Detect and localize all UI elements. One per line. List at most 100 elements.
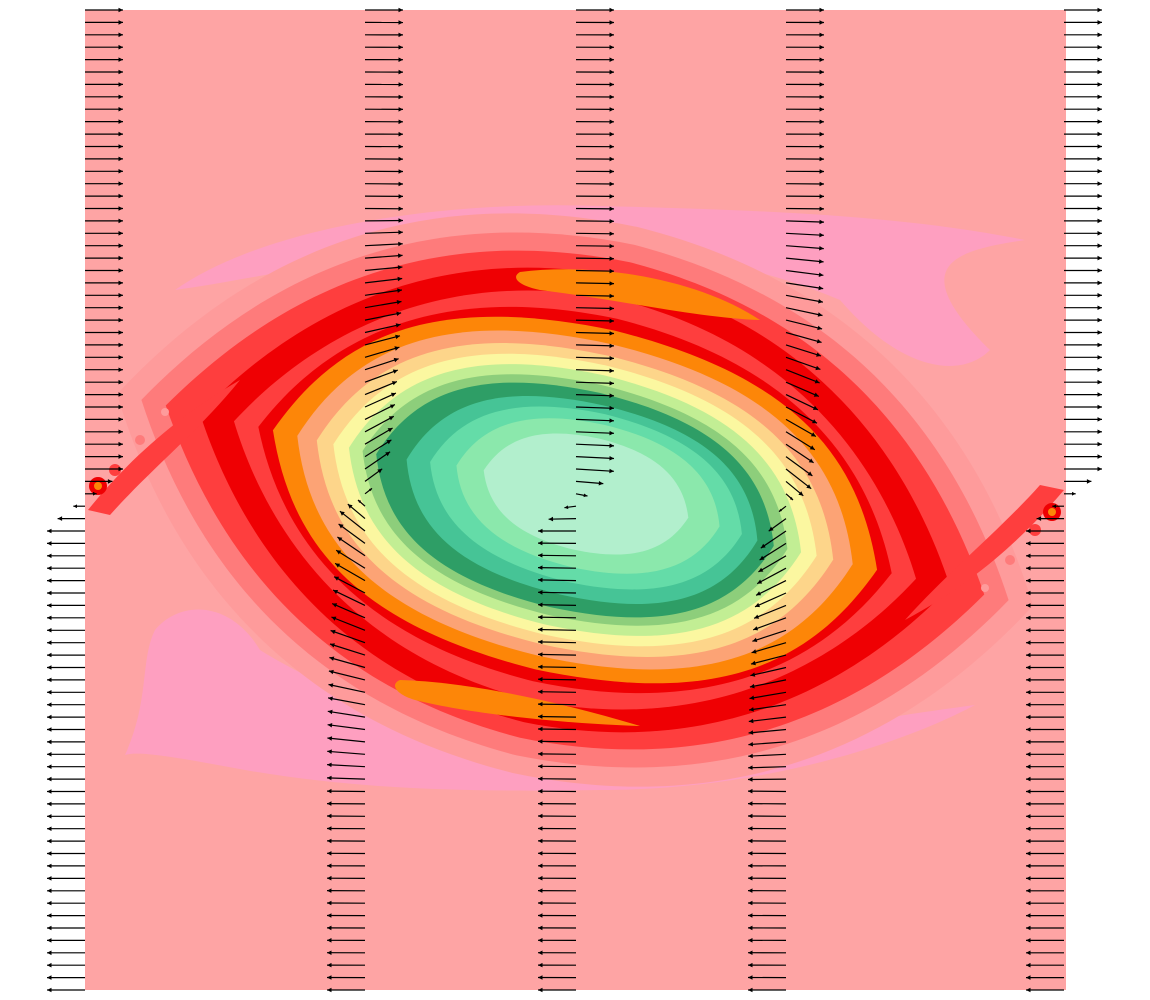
vector-arrow-head bbox=[538, 826, 543, 831]
vector-arrow-shaft bbox=[785, 468, 812, 490]
vector-arrow-shaft bbox=[760, 530, 787, 549]
vector-arrow-head bbox=[395, 323, 401, 328]
vector-arrow-head bbox=[47, 938, 52, 943]
vector-arrow-head bbox=[748, 765, 753, 770]
vector-arrow-head bbox=[609, 381, 614, 386]
vector-arrow-head bbox=[47, 987, 52, 993]
vector-arrow-head bbox=[538, 739, 543, 744]
vector-arrow-shaft bbox=[364, 451, 391, 470]
vector-arrow-head bbox=[819, 219, 824, 225]
vector-arrow-head bbox=[118, 206, 123, 211]
vector-arrow-shaft bbox=[329, 643, 366, 656]
vector-arrow-head bbox=[538, 689, 543, 694]
vector-arrow-head bbox=[609, 20, 614, 25]
vector-arrow-head bbox=[1026, 876, 1031, 881]
vector-arrow-head bbox=[538, 677, 543, 682]
vector-arrow-head bbox=[609, 456, 614, 461]
vector-arrow-head bbox=[609, 356, 614, 361]
vector-arrow-shaft bbox=[785, 356, 821, 370]
vector-arrow-shaft bbox=[575, 257, 615, 260]
vector-arrow-head bbox=[392, 369, 398, 374]
vector-arrow-head bbox=[1026, 566, 1031, 571]
vector-arrow-head bbox=[818, 285, 824, 291]
vector-arrow-head bbox=[388, 416, 394, 421]
vector-arrow-head bbox=[1026, 603, 1031, 608]
vector-arrow-head bbox=[819, 206, 824, 212]
vector-arrow-head bbox=[398, 230, 403, 235]
vector-arrow-head bbox=[817, 325, 823, 331]
vector-arrow-head bbox=[47, 913, 52, 918]
vector-arrow-head bbox=[609, 430, 614, 436]
vector-arrow-head bbox=[816, 339, 822, 344]
vector-arrow-head bbox=[1026, 913, 1031, 918]
vector-arrow-head bbox=[1026, 628, 1031, 633]
vector-arrow-shaft bbox=[327, 750, 366, 755]
vector-arrow-head bbox=[538, 813, 543, 819]
vector-arrow-head bbox=[598, 481, 604, 486]
vector-arrow-shaft bbox=[748, 753, 787, 757]
vector-arrow-head bbox=[397, 288, 402, 293]
vector-arrow-shaft bbox=[785, 331, 822, 343]
vector-arrow-head bbox=[47, 578, 52, 583]
vector-arrow-head bbox=[47, 566, 52, 571]
vector-arrow-shaft bbox=[756, 567, 787, 585]
vector-arrow-head bbox=[118, 119, 123, 124]
vector-arrow-head bbox=[609, 131, 614, 137]
vector-arrow-head bbox=[609, 7, 614, 13]
vector-arrow-head bbox=[538, 577, 543, 583]
vector-arrow-head bbox=[1097, 144, 1102, 149]
vector-arrow-shaft bbox=[785, 307, 823, 317]
vector-arrow-head bbox=[1097, 69, 1102, 75]
vector-arrow-shaft bbox=[755, 580, 787, 596]
vector-arrow-head bbox=[47, 776, 52, 782]
vector-arrow-head bbox=[1026, 714, 1031, 720]
vector-arrow-shaft bbox=[537, 678, 577, 681]
vector-arrow-head bbox=[398, 169, 403, 174]
vector-arrow-head bbox=[118, 268, 123, 273]
vector-arrow-head bbox=[385, 451, 391, 457]
vector-arrow-head bbox=[328, 696, 333, 701]
vector-arrow-head bbox=[118, 181, 123, 186]
vector-arrow-head bbox=[1026, 690, 1031, 695]
vector-arrow-head bbox=[609, 194, 614, 199]
vector-arrow-head bbox=[118, 454, 123, 459]
vector-arrow-head bbox=[1097, 7, 1102, 13]
vector-arrow-shaft bbox=[327, 724, 366, 731]
vector-arrow-head bbox=[327, 851, 332, 856]
vector-arrow-head bbox=[538, 913, 543, 918]
vector-arrow-shaft bbox=[327, 737, 366, 743]
vector-arrow-shaft bbox=[364, 427, 393, 445]
vector-arrow-shaft bbox=[364, 254, 403, 259]
vector-arrow-shaft bbox=[785, 443, 814, 464]
vector-arrow-head bbox=[751, 649, 757, 654]
vector-arrow-head bbox=[1097, 379, 1102, 385]
vector-arrow-shaft bbox=[575, 269, 615, 272]
vector-arrow-head bbox=[758, 567, 764, 572]
vector-arrow-head bbox=[1097, 20, 1102, 25]
vector-arrow-head bbox=[819, 169, 824, 174]
vector-arrow-head bbox=[609, 256, 614, 261]
vector-arrow-shaft bbox=[337, 536, 366, 557]
vector-arrow-head bbox=[398, 107, 403, 112]
vector-arrow-shaft bbox=[537, 616, 577, 619]
vector-arrow-head bbox=[1052, 504, 1056, 509]
vector-arrow-head bbox=[1026, 764, 1031, 769]
vector-arrow-head bbox=[748, 875, 753, 881]
vector-arrow-head bbox=[47, 739, 52, 745]
vector-arrow-head bbox=[1097, 441, 1102, 447]
vector-arrow-head bbox=[327, 709, 333, 715]
vector-arrow-shaft bbox=[339, 510, 366, 532]
vector-arrow-shaft bbox=[364, 335, 401, 346]
vector-arrow-head bbox=[538, 776, 543, 781]
vector-arrow-head bbox=[1097, 169, 1102, 174]
vector-arrow-head bbox=[798, 491, 804, 496]
vector-arrow-head bbox=[1026, 752, 1031, 757]
vector-arrow-head bbox=[398, 241, 403, 247]
vector-arrow-head bbox=[609, 94, 614, 100]
vector-arrow-head bbox=[328, 683, 334, 688]
vector-arrow-shaft bbox=[537, 641, 577, 644]
vector-arrow-shaft bbox=[575, 245, 615, 247]
vector-arrow-shaft bbox=[326, 777, 366, 780]
vector-arrow-head bbox=[1026, 987, 1031, 993]
